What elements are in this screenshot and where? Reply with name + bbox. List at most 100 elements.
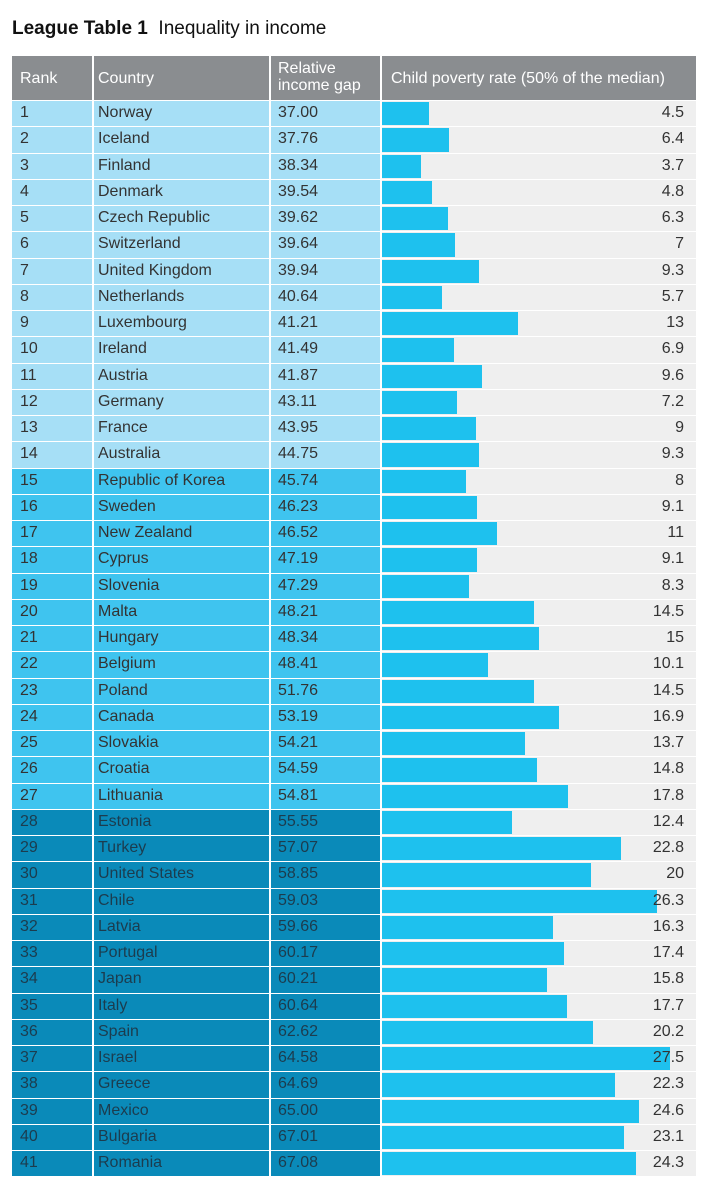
poverty-cell: 14.5	[380, 599, 696, 625]
poverty-bar	[382, 390, 458, 414]
header-income-gap: Relative income gap	[269, 56, 380, 100]
table-row: 22 Belgium 48.41 10.1	[12, 651, 696, 678]
poverty-value: 11	[667, 524, 684, 541]
country-cell: Estonia	[92, 809, 269, 835]
table-row: 5 Czech Republic 39.62 6.3	[12, 205, 696, 232]
poverty-bar	[382, 180, 433, 204]
table-row: 39 Mexico 65.00 24.6	[12, 1097, 696, 1124]
poverty-cell: 9.1	[380, 494, 696, 520]
table-row: 32 Latvia 59.66 16.3	[12, 913, 696, 940]
poverty-bar	[382, 1099, 640, 1123]
poverty-value: 9.1	[661, 550, 684, 568]
rank-cell: 36	[12, 1019, 92, 1045]
poverty-value: 14.5	[652, 681, 684, 699]
table-row: 21 Hungary 48.34 15	[12, 625, 696, 652]
header-poverty: Child poverty rate (50% of the median)	[380, 56, 696, 100]
country-cell: Slovakia	[92, 731, 269, 757]
income-gap-cell: 60.21	[269, 967, 380, 993]
income-gap-cell: 55.55	[269, 809, 380, 835]
poverty-value: 9.3	[661, 261, 684, 279]
poverty-cell: 7	[380, 232, 696, 258]
poverty-bar	[382, 102, 430, 126]
rank-cell: 21	[12, 626, 92, 652]
poverty-value: 8.3	[661, 576, 684, 594]
poverty-value: 14.8	[652, 760, 684, 778]
poverty-bar	[382, 600, 534, 624]
rank-cell: 31	[12, 888, 92, 914]
table-row: 2 Iceland 37.76 6.4	[12, 126, 696, 153]
rank-cell: 41	[12, 1151, 92, 1177]
poverty-cell: 22.8	[380, 836, 696, 862]
poverty-cell: 17.7	[380, 993, 696, 1019]
country-cell: Malta	[92, 599, 269, 625]
poverty-bar	[382, 705, 559, 729]
rank-cell: 39	[12, 1098, 92, 1124]
header-gap-line2: income gap	[278, 77, 361, 94]
poverty-cell: 9	[380, 416, 696, 442]
country-cell: Austria	[92, 363, 269, 389]
table-row: 13 France 43.95 9	[12, 415, 696, 442]
poverty-value: 3.7	[661, 156, 684, 174]
rank-cell: 28	[12, 809, 92, 835]
income-gap-cell: 48.21	[269, 599, 380, 625]
poverty-value: 9.1	[661, 497, 684, 515]
poverty-cell: 20	[380, 862, 696, 888]
poverty-cell: 14.8	[380, 757, 696, 783]
income-gap-cell: 51.76	[269, 678, 380, 704]
table-row: 28 Estonia 55.55 12.4	[12, 808, 696, 835]
poverty-bar	[382, 1073, 616, 1097]
income-gap-cell: 67.01	[269, 1124, 380, 1150]
country-cell: Croatia	[92, 757, 269, 783]
poverty-cell: 14.5	[380, 678, 696, 704]
poverty-bar	[382, 259, 480, 283]
country-cell: Slovenia	[92, 573, 269, 599]
table-row: 9 Luxembourg 41.21 13	[12, 310, 696, 337]
income-gap-cell: 46.52	[269, 521, 380, 547]
country-cell: France	[92, 416, 269, 442]
rank-cell: 10	[12, 337, 92, 363]
poverty-value: 22.3	[652, 1075, 684, 1093]
league-table: Rank Country Relative income gap Child po…	[12, 56, 696, 1177]
poverty-value: 9.3	[661, 445, 684, 463]
table-row: 4 Denmark 39.54 4.8	[12, 178, 696, 205]
income-gap-cell: 41.49	[269, 337, 380, 363]
country-cell: Chile	[92, 888, 269, 914]
rank-cell: 5	[12, 206, 92, 232]
poverty-value: 12.4	[652, 812, 684, 830]
table-row: 36 Spain 62.62 20.2	[12, 1018, 696, 1045]
rank-cell: 27	[12, 783, 92, 809]
table-row: 19 Slovenia 47.29 8.3	[12, 572, 696, 599]
poverty-value: 10.1	[652, 655, 684, 673]
rank-cell: 32	[12, 914, 92, 940]
table-row: 24 Canada 53.19 16.9	[12, 703, 696, 730]
poverty-value: 17.4	[652, 944, 684, 961]
rank-cell: 19	[12, 573, 92, 599]
rank-cell: 35	[12, 993, 92, 1019]
poverty-bar	[382, 443, 480, 467]
rank-cell: 25	[12, 731, 92, 757]
country-cell: Portugal	[92, 941, 269, 967]
table-row: 38 Greece 64.69 22.3	[12, 1071, 696, 1098]
rank-cell: 23	[12, 678, 92, 704]
poverty-value: 24.3	[652, 1154, 684, 1171]
country-cell: Luxembourg	[92, 311, 269, 337]
table-row: 34 Japan 60.21 15.8	[12, 966, 696, 993]
rank-cell: 8	[12, 284, 92, 310]
poverty-bar	[382, 1020, 594, 1044]
table-row: 31 Chile 59.03 26.3	[12, 887, 696, 914]
poverty-bar	[382, 364, 483, 388]
income-gap-cell: 59.03	[269, 888, 380, 914]
country-cell: Czech Republic	[92, 206, 269, 232]
title-bold: League Table 1	[12, 18, 148, 39]
poverty-bar	[382, 653, 488, 677]
table-row: 41 Romania 67.08 24.3	[12, 1150, 696, 1177]
poverty-value: 9	[675, 419, 684, 436]
income-gap-cell: 64.58	[269, 1046, 380, 1072]
poverty-bar	[382, 837, 621, 861]
poverty-bar	[382, 154, 421, 178]
poverty-value: 24.6	[652, 1101, 684, 1119]
poverty-cell: 24.6	[380, 1098, 696, 1124]
income-gap-cell: 46.23	[269, 494, 380, 520]
poverty-cell: 22.3	[380, 1072, 696, 1098]
income-gap-cell: 54.59	[269, 757, 380, 783]
